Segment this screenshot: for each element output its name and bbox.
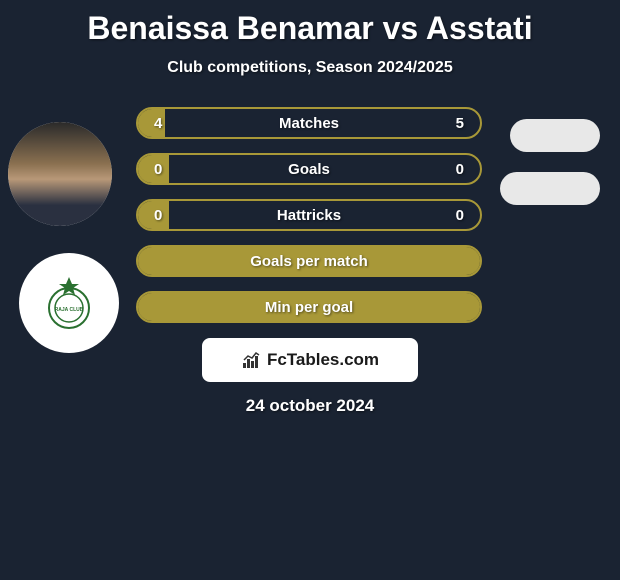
club-crest-icon: RAJA CLUB bbox=[39, 273, 99, 333]
bar-label: Goals per match bbox=[138, 253, 480, 270]
stats-bars: 45Matches 00Goals 00Hattricks Goals per mat… bbox=[136, 107, 482, 323]
date-label: 24 october 2024 bbox=[0, 396, 620, 416]
bar-label: Min per goal bbox=[138, 299, 480, 316]
player-face-placeholder bbox=[8, 122, 112, 226]
stat-bar: 00Goals bbox=[136, 153, 482, 185]
branding-text: FcTables.com bbox=[267, 350, 379, 370]
branding-badge: FcTables.com bbox=[202, 338, 418, 382]
player1-avatar bbox=[8, 122, 112, 226]
bar-label: Matches bbox=[138, 115, 480, 132]
club-logo: RAJA CLUB bbox=[19, 253, 119, 353]
page-subtitle: Club competitions, Season 2024/2025 bbox=[0, 59, 620, 77]
player2-avatar-placeholder-2 bbox=[500, 172, 600, 205]
stat-bar: Min per goal bbox=[136, 291, 482, 323]
bar-label: Goals bbox=[138, 161, 480, 178]
stat-bar: Goals per match bbox=[136, 245, 482, 277]
stat-bar: 45Matches bbox=[136, 107, 482, 139]
stat-bar: 00Hattricks bbox=[136, 199, 482, 231]
bar-label: Hattricks bbox=[138, 207, 480, 224]
svg-text:RAJA CLUB: RAJA CLUB bbox=[55, 307, 84, 313]
chart-icon bbox=[241, 351, 263, 369]
content-area: RAJA CLUB 45Matches 00Goals 00Hattricks Goa… bbox=[0, 107, 620, 416]
page-title: Benaissa Benamar vs Asstati bbox=[0, 0, 620, 47]
player2-avatar-placeholder-1 bbox=[510, 119, 600, 152]
